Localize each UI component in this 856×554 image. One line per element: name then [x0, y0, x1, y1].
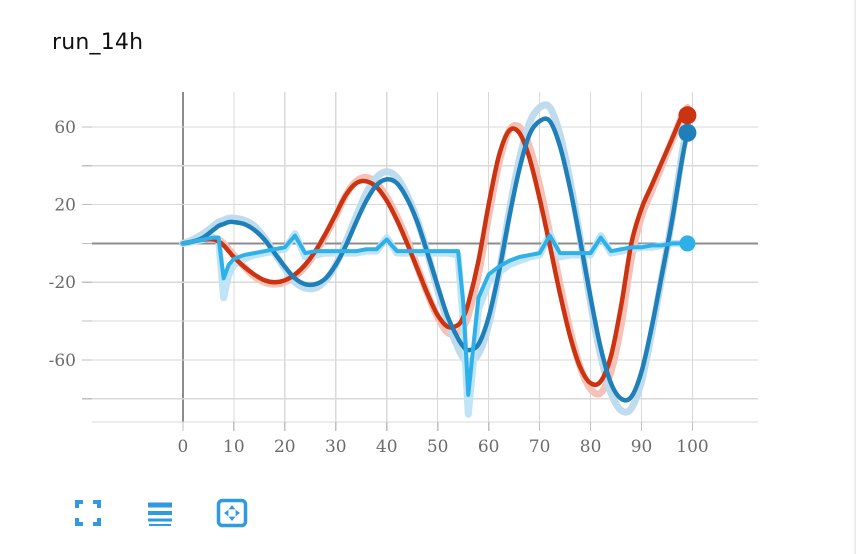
x-tick-label: 50 [427, 437, 449, 457]
y-tick-label: -60 [49, 351, 76, 371]
endpoint-marker-metric-blue-smoothed[interactable] [678, 123, 697, 142]
plot-area[interactable]: 0 10 20 30 40 50 60 70 80 90 100 -60 -20 20 60 [0, 70, 780, 480]
x-tick-label: 30 [325, 437, 347, 457]
y-tick-label: 20 [54, 196, 76, 216]
x-tick-label: 60 [478, 437, 500, 457]
panel-edge-shadow [853, 0, 856, 554]
list-button[interactable] [140, 494, 180, 534]
endpoint-markers[interactable] [678, 106, 697, 252]
x-tick-label: 10 [223, 437, 245, 457]
series-metric-blue-smoothed [180, 116, 690, 403]
x-tick-label: 100 [676, 437, 708, 457]
x-tick-label: 40 [376, 437, 398, 457]
list-icon [145, 498, 175, 531]
x-tick-label: 80 [580, 437, 602, 457]
pan-icon [216, 498, 248, 531]
y-tick-label: -20 [49, 273, 76, 293]
series-lines [179, 101, 691, 418]
fullscreen-button[interactable] [68, 494, 108, 534]
chart-toolbar[interactable] [68, 494, 252, 534]
x-tick-label: 20 [274, 437, 296, 457]
fullscreen-icon [73, 498, 103, 531]
chart-svg[interactable]: 0 10 20 30 40 50 60 70 80 90 100 -60 -20 20 60 [0, 70, 780, 480]
endpoint-marker-metric-red-smoothed[interactable] [678, 106, 697, 125]
series-metric-cyan-smoothed [180, 233, 690, 397]
x-tick-label: 70 [529, 437, 551, 457]
tick-labels: 0 10 20 30 40 50 60 70 80 90 100 -60 -20 20 60 [49, 118, 709, 457]
x-tick-label: 0 [177, 437, 188, 457]
endpoint-marker-metric-cyan-smoothed[interactable] [679, 235, 696, 252]
y-tick-label: 60 [54, 118, 76, 138]
tick-marks [82, 126, 694, 431]
page-title: run_14h [52, 30, 144, 55]
pan-button[interactable] [212, 494, 252, 534]
series-metric-red-smoothed [180, 109, 690, 388]
x-tick-label: 90 [631, 437, 653, 457]
